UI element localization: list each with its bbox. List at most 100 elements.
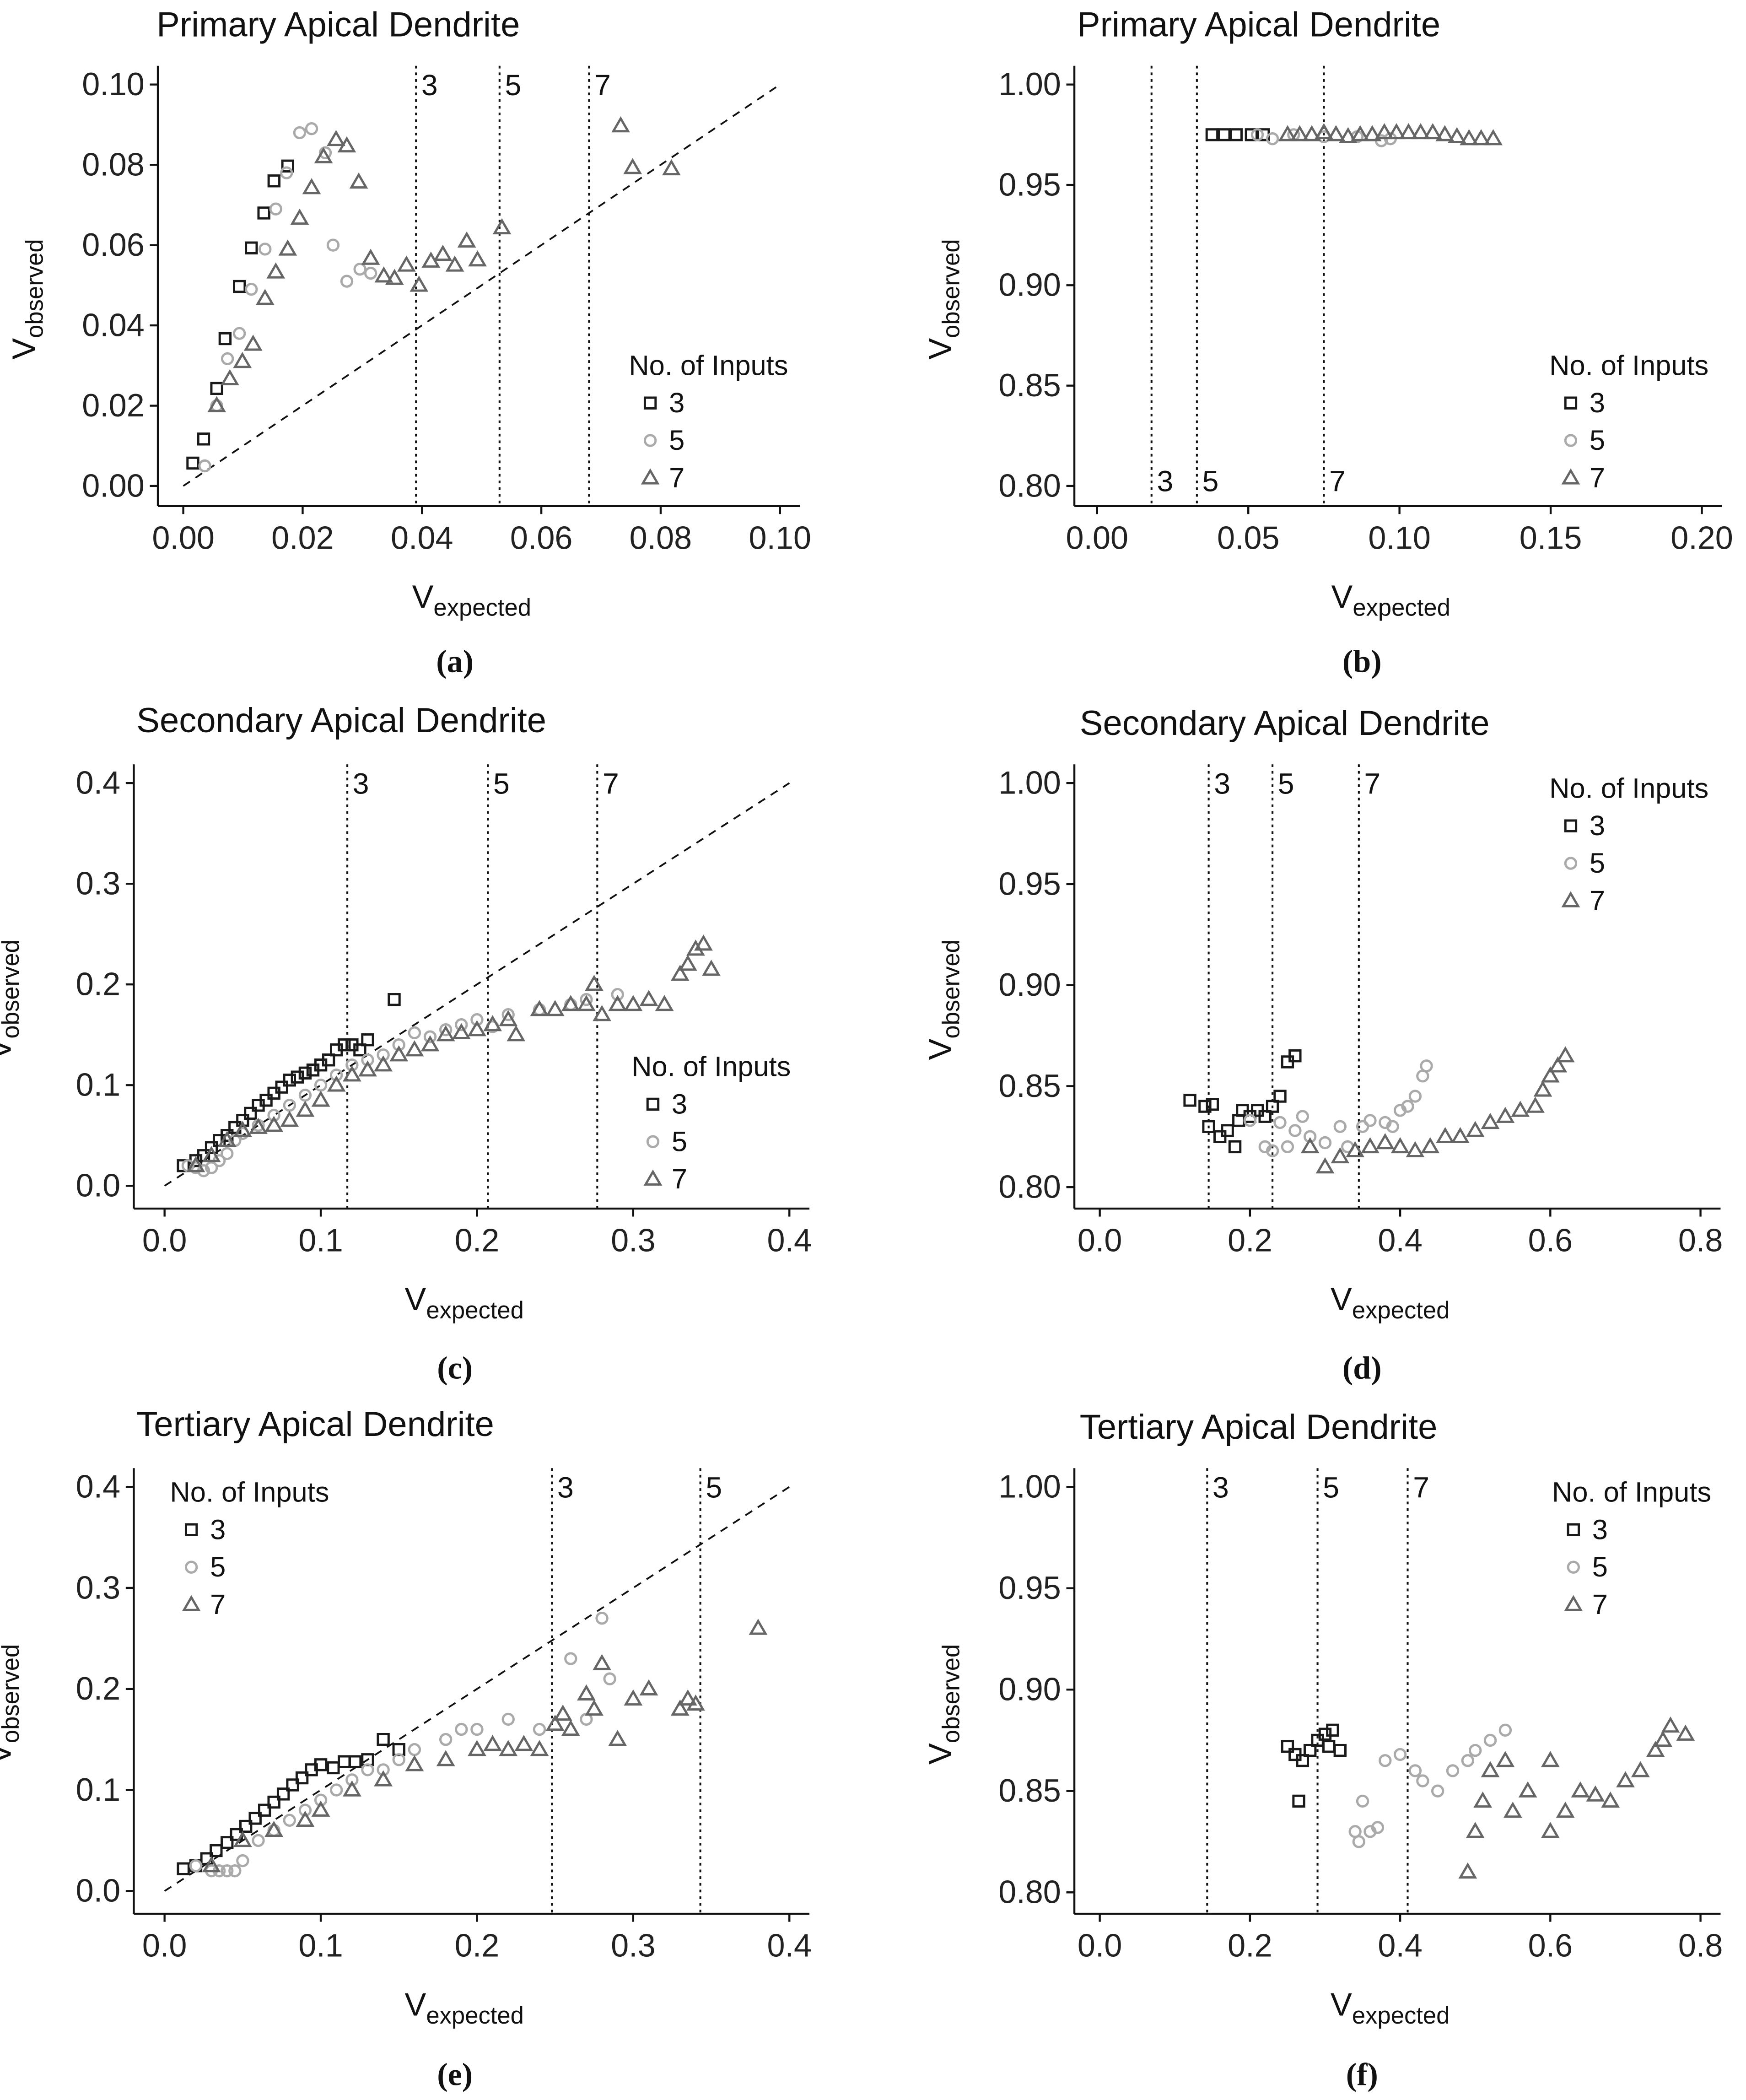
data-point xyxy=(457,231,476,248)
x-axis-label-main: V xyxy=(1331,578,1353,615)
data-point xyxy=(1483,1733,1497,1747)
data-point xyxy=(1281,1140,1294,1154)
series-3 xyxy=(1205,128,1270,141)
data-point xyxy=(561,995,580,1011)
x-axis-label: Vexpected xyxy=(412,578,531,621)
data-point xyxy=(233,1830,252,1847)
chart-title: Secondary Apical Dendrite xyxy=(136,701,546,740)
chart-title: Secondary Apical Dendrite xyxy=(1080,704,1490,743)
data-point xyxy=(295,1771,309,1785)
y-tick-label: 0.85 xyxy=(998,367,1061,403)
legend-circle-icon xyxy=(184,1560,198,1574)
data-point xyxy=(483,1735,502,1751)
data-point xyxy=(623,158,642,174)
data-point xyxy=(405,1755,424,1771)
data-point xyxy=(327,130,345,146)
x-axis-label-main: V xyxy=(405,1986,426,2022)
y-axis-label-sub: observed xyxy=(22,239,48,338)
data-point xyxy=(445,255,464,272)
series-5 xyxy=(1348,1723,1512,1848)
y-tick-label: 0.90 xyxy=(998,267,1061,303)
threshold-label: 3 xyxy=(1157,465,1173,498)
data-point xyxy=(439,1733,453,1746)
data-point xyxy=(1183,1094,1196,1107)
x-tick-label: 0.06 xyxy=(510,519,573,556)
data-point xyxy=(353,263,366,276)
panel-c: Secondary Apical Dendrite 0.0 0.1 0.2 0.3 0.4… xyxy=(0,701,812,1386)
x-tick-label: 0.2 xyxy=(1228,1927,1272,1964)
y-tick-label: 0.02 xyxy=(82,387,145,423)
y-tick-label: 0.2 xyxy=(76,1670,121,1706)
data-point xyxy=(1363,1114,1377,1127)
y-axis-label-sub: observed xyxy=(938,1644,965,1744)
data-point xyxy=(1408,1090,1422,1103)
legend-triangle-icon xyxy=(643,1169,663,1186)
data-point xyxy=(314,1079,328,1092)
identity-line xyxy=(164,1486,790,1892)
data-point xyxy=(233,327,246,340)
data-point xyxy=(1661,1716,1680,1733)
data-point xyxy=(330,1783,343,1797)
y-tick-label: 0.90 xyxy=(998,966,1061,1003)
legend: No. of Inputs 3 5 7 xyxy=(1552,1476,1711,1620)
data-point xyxy=(364,266,377,280)
legend-entry-label: 3 xyxy=(672,1088,687,1120)
data-point xyxy=(267,174,281,188)
data-point xyxy=(1466,1121,1485,1137)
data-point xyxy=(1420,1059,1433,1073)
data-point xyxy=(1498,1723,1512,1737)
data-point xyxy=(342,1780,361,1797)
data-point xyxy=(345,1773,359,1787)
data-point xyxy=(266,262,286,279)
x-axis-label-sub: expected xyxy=(1352,2002,1450,2029)
data-point xyxy=(1435,125,1455,141)
data-point xyxy=(678,955,697,971)
data-point xyxy=(603,1672,616,1685)
series-7 xyxy=(1458,1716,1695,1879)
data-point xyxy=(1571,1781,1590,1798)
data-point xyxy=(311,1090,330,1107)
y-tick-label: 0.80 xyxy=(998,467,1061,503)
data-point xyxy=(1281,1740,1294,1753)
data-point xyxy=(436,1750,455,1766)
data-point xyxy=(322,1053,335,1067)
data-point xyxy=(608,995,627,1011)
data-point xyxy=(345,1058,359,1072)
y-axis-label: Vobserved xyxy=(0,1644,24,1765)
data-point xyxy=(439,1023,453,1037)
series-5 xyxy=(189,1612,616,1878)
chart-title: Tertiary Apical Dendrite xyxy=(136,1405,494,1444)
series-7 xyxy=(202,1619,768,1873)
data-point xyxy=(1466,1822,1485,1838)
data-point xyxy=(1379,1754,1392,1767)
data-point xyxy=(1473,1791,1493,1808)
data-point xyxy=(1481,1761,1500,1777)
data-point xyxy=(1266,1100,1279,1113)
data-point xyxy=(501,1712,515,1726)
data-point xyxy=(314,147,333,163)
data-point xyxy=(327,1075,346,1092)
data-point xyxy=(1533,1080,1552,1097)
data-point xyxy=(305,122,318,135)
data-point xyxy=(374,266,393,283)
data-point xyxy=(280,1111,299,1127)
data-point xyxy=(561,1720,580,1736)
data-point xyxy=(624,1689,643,1706)
data-point xyxy=(1406,1141,1425,1157)
data-point xyxy=(608,1730,627,1746)
y-tick-label: 0.95 xyxy=(998,865,1061,902)
data-point xyxy=(1586,1785,1605,1802)
data-point xyxy=(221,1147,234,1161)
data-point xyxy=(585,975,604,991)
data-point xyxy=(1431,1784,1444,1798)
series-3 xyxy=(177,993,401,1172)
data-point xyxy=(210,1844,223,1857)
data-point xyxy=(1496,1107,1515,1123)
x-axis-label-sub: expected xyxy=(1352,1297,1450,1324)
panel-caption: (a) xyxy=(436,643,474,679)
data-point xyxy=(1631,1761,1650,1777)
legend-circle-icon xyxy=(643,434,657,447)
data-point xyxy=(327,1761,340,1775)
data-point xyxy=(564,1652,577,1665)
data-point xyxy=(1386,1120,1399,1133)
